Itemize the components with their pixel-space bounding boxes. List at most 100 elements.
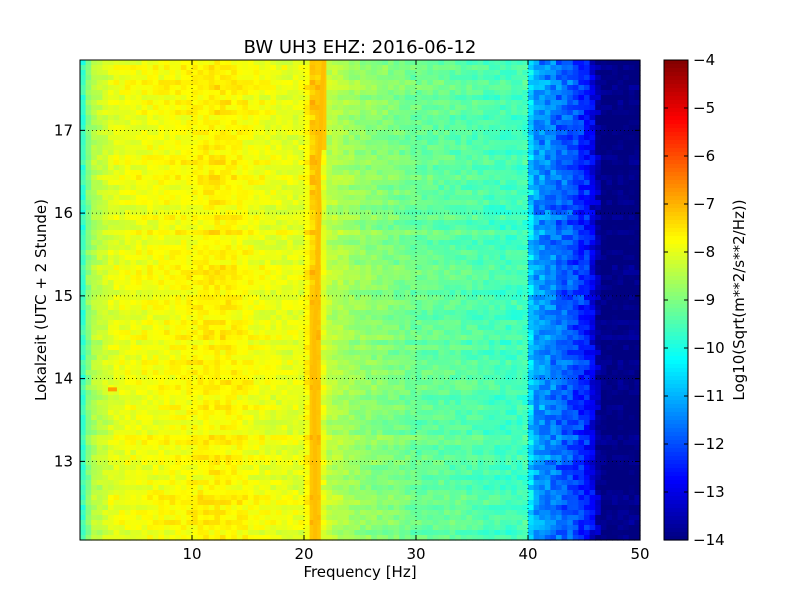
heatmap-cell [494, 125, 501, 131]
heatmap-cell [416, 280, 423, 286]
heatmap-cell [253, 125, 260, 131]
heatmap-cell [444, 160, 451, 166]
heatmap-cell [309, 240, 316, 246]
heatmap-cell [309, 290, 316, 296]
heatmap-cell [147, 245, 154, 251]
heatmap-cell [220, 270, 227, 276]
heatmap-cell [494, 190, 501, 196]
heatmap-cell [214, 290, 221, 296]
heatmap-cell [214, 120, 221, 126]
heatmap-cell [449, 270, 456, 276]
heatmap-cell [332, 190, 339, 196]
heatmap-cell [544, 65, 551, 71]
heatmap-cell [404, 130, 411, 136]
heatmap-cell [634, 155, 641, 161]
heatmap-cell [444, 195, 451, 201]
heatmap-cell [236, 105, 243, 111]
heatmap-cell [427, 250, 434, 256]
heatmap-cell [332, 240, 339, 246]
heatmap-cell [130, 240, 137, 246]
heatmap-cell [298, 155, 305, 161]
heatmap-cell [477, 305, 484, 311]
heatmap-cell [186, 150, 193, 156]
heatmap-cell [421, 115, 428, 121]
heatmap-cell [410, 305, 417, 311]
heatmap-cell [449, 65, 456, 71]
heatmap-cell [416, 100, 423, 106]
heatmap-cell [511, 150, 518, 156]
heatmap-cell [315, 130, 322, 136]
heatmap-cell [208, 225, 215, 231]
heatmap-cell [354, 305, 361, 311]
heatmap-cell [80, 220, 87, 226]
heatmap-cell [572, 165, 579, 171]
heatmap-cell [472, 275, 479, 281]
heatmap-cell [500, 65, 507, 71]
heatmap-cell [147, 195, 154, 201]
heatmap-cell [175, 105, 182, 111]
heatmap-cell [612, 70, 619, 76]
heatmap-cell [220, 180, 227, 186]
heatmap-cell [416, 160, 423, 166]
heatmap-cell [141, 285, 148, 291]
heatmap-cell [606, 215, 613, 221]
heatmap-cell [147, 300, 154, 306]
heatmap-cell [108, 200, 115, 206]
heatmap-cell [455, 110, 462, 116]
heatmap-cell [220, 225, 227, 231]
heatmap-cell [376, 290, 383, 296]
heatmap-cell [421, 275, 428, 281]
heatmap-cell [326, 260, 333, 266]
heatmap-cell [326, 230, 333, 236]
heatmap-cell [304, 250, 311, 256]
heatmap-cell [214, 305, 221, 311]
heatmap-cell [572, 295, 579, 301]
heatmap-cell [102, 220, 109, 226]
heatmap-cell [438, 295, 445, 301]
heatmap-cell [606, 220, 613, 226]
heatmap-cell [438, 230, 445, 236]
heatmap-cell [421, 140, 428, 146]
heatmap-cell [617, 60, 624, 66]
heatmap-cell [242, 185, 249, 191]
heatmap-cell [466, 130, 473, 136]
heatmap-cell [416, 180, 423, 186]
heatmap-cell [136, 250, 143, 256]
heatmap-cell [365, 165, 372, 171]
heatmap-cell [550, 185, 557, 191]
heatmap-cell [141, 145, 148, 151]
heatmap-cell [124, 95, 131, 101]
heatmap-cell [214, 145, 221, 151]
heatmap-cell [236, 145, 243, 151]
heatmap-cell [304, 300, 311, 306]
heatmap-cell [186, 160, 193, 166]
heatmap-cell [326, 175, 333, 181]
heatmap-cell [292, 70, 299, 76]
heatmap-cell [192, 135, 199, 141]
heatmap-cell [444, 135, 451, 141]
heatmap-cell [175, 115, 182, 121]
heatmap-cell [164, 95, 171, 101]
heatmap-cell [522, 240, 529, 246]
heatmap-cell [444, 100, 451, 106]
heatmap-cell [332, 220, 339, 226]
heatmap-cell [360, 110, 367, 116]
heatmap-cell [354, 125, 361, 131]
heatmap-cell [80, 165, 87, 171]
heatmap-cell [578, 290, 585, 296]
heatmap-cell [589, 60, 596, 66]
heatmap-cell [276, 115, 283, 121]
heatmap-cell [85, 160, 92, 166]
heatmap-cell [449, 70, 456, 76]
heatmap-cell [343, 60, 350, 66]
heatmap-cell [96, 275, 103, 281]
heatmap-cell [595, 150, 602, 156]
heatmap-cell [634, 185, 641, 191]
heatmap-cell [276, 230, 283, 236]
heatmap-cell [399, 280, 406, 286]
heatmap-cell [147, 270, 154, 276]
heatmap-cell [522, 275, 529, 281]
heatmap-cell [309, 190, 316, 196]
heatmap-cell [466, 80, 473, 86]
heatmap-cell [175, 185, 182, 191]
